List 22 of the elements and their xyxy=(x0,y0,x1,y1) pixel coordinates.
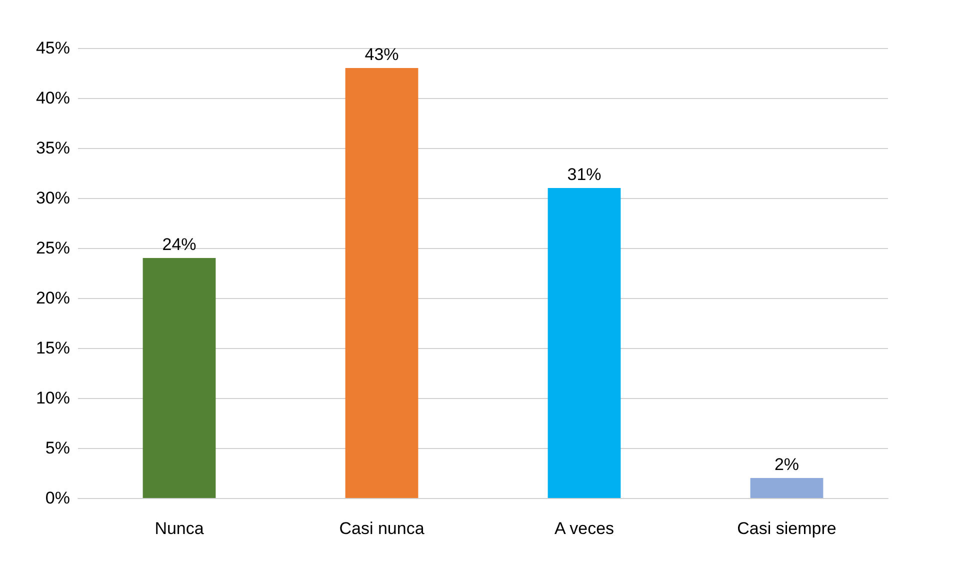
data-label: 2% xyxy=(774,455,800,474)
y-tick-label: 15% xyxy=(36,338,70,358)
y-tick-label: 40% xyxy=(36,88,70,108)
data-label: 24% xyxy=(162,235,196,254)
bar xyxy=(750,478,824,498)
y-tick-label: 45% xyxy=(36,38,70,58)
x-tick-label: Casi siempre xyxy=(737,519,836,538)
data-label: 31% xyxy=(567,165,602,184)
bar xyxy=(548,188,621,498)
y-tick-label: 30% xyxy=(36,188,70,208)
y-tick-label: 10% xyxy=(36,388,70,408)
y-tick-label: 25% xyxy=(36,238,70,258)
bar xyxy=(142,258,216,498)
x-tick-label: A veces xyxy=(554,519,614,538)
x-tick-label: Nunca xyxy=(154,519,204,538)
y-tick-label: 20% xyxy=(36,288,70,308)
bar xyxy=(345,68,418,498)
y-tick-label: 5% xyxy=(45,438,70,458)
x-tick-label: Casi nunca xyxy=(339,519,425,538)
y-tick-label: 0% xyxy=(45,488,70,508)
data-label: 43% xyxy=(364,45,399,64)
y-tick-label: 35% xyxy=(36,138,70,158)
